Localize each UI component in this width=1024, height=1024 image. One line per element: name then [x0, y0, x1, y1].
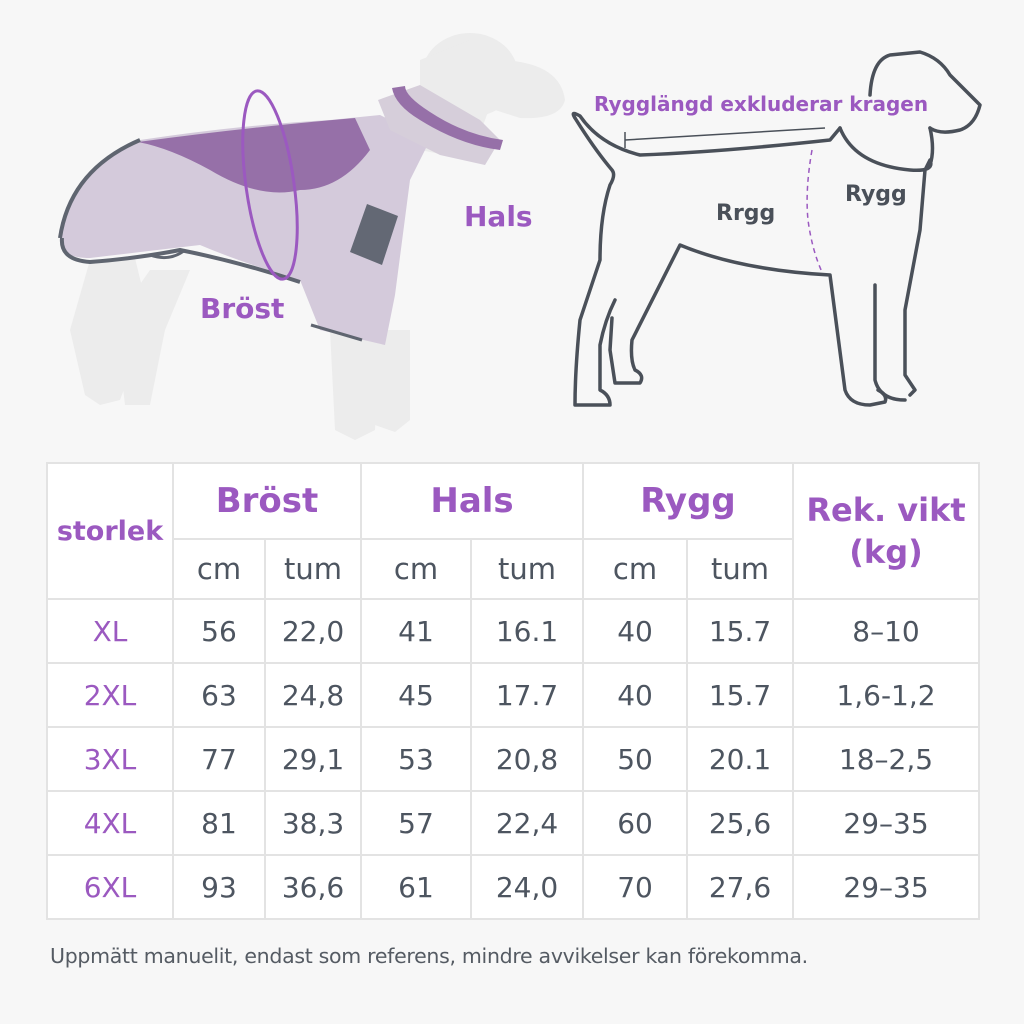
chest-cm-cell: 77: [172, 726, 266, 792]
weight-cell: 8–10: [792, 598, 981, 664]
size-cell: XL: [46, 598, 174, 664]
chest-cm-cell: 81: [172, 790, 266, 856]
chest-unit-in: tum: [264, 538, 362, 600]
neck-cm-cell: 61: [360, 854, 472, 920]
chest-header: Bröst: [172, 462, 362, 540]
weight-cell: 29–35: [792, 790, 981, 856]
weight-cell: 18–2,5: [792, 726, 981, 792]
back-unit-in: tum: [686, 538, 795, 600]
size-header: storlek: [46, 462, 174, 600]
neck-in-cell: 24,0: [469, 854, 585, 920]
back-length-note: Rygglängd exkluderar kragen: [594, 92, 929, 116]
illustration-area: Hals Bröst Rygglängd exkluderar kragen R…: [0, 0, 1024, 450]
back-unit-cm: cm: [582, 538, 689, 600]
neck-cm-cell: 41: [360, 598, 472, 664]
chest-in-cell: 38,3: [264, 790, 362, 856]
chest-cm-cell: 93: [172, 854, 266, 920]
table-row: 3XL 77 29,1 53 20,8 50 20.1 18–2,5: [46, 726, 981, 792]
neck-in-cell: 17.7: [469, 662, 585, 728]
weight-header-line2: (kg): [849, 533, 923, 571]
neck-cm-cell: 57: [360, 790, 472, 856]
body-label-rrgg: Rrgg: [716, 201, 776, 226]
chest-in-cell: 29,1: [264, 726, 362, 792]
size-cell: 3XL: [46, 726, 174, 792]
back-cm-cell: 40: [582, 662, 689, 728]
dog-outline-illustration: [571, 50, 982, 407]
size-chart-table: storlek Bröst Hals Rygg Rek. vikt (kg) c…: [46, 462, 981, 920]
chest-cm-cell: 56: [172, 598, 266, 664]
neck-header: Hals: [359, 462, 585, 540]
neck-cm-cell: 53: [360, 726, 472, 792]
chest-in-cell: 36,6: [264, 854, 362, 920]
chest-in-cell: 22,0: [264, 598, 362, 664]
back-in-cell: 25,6: [686, 790, 795, 856]
size-cell: 2XL: [46, 662, 174, 728]
table-row: 4XL 81 38,3 57 22,4 60 25,6 29–35: [46, 790, 981, 856]
weight-header: Rek. vikt (kg): [792, 462, 981, 600]
neck-in-cell: 22,4: [469, 790, 585, 856]
body-label-rygg: Rygg: [845, 182, 907, 207]
table-row: 2XL 63 24,8 45 17.7 40 15.7 1,6-1,2: [46, 662, 981, 728]
table-row: XL 56 22,0 41 16.1 40 15.7 8–10: [46, 598, 981, 664]
size-cell: 4XL: [46, 790, 174, 856]
neck-in-cell: 16.1: [469, 598, 585, 664]
back-cm-cell: 50: [582, 726, 689, 792]
back-in-cell: 20.1: [686, 726, 795, 792]
back-cm-cell: 60: [582, 790, 689, 856]
back-in-cell: 27,6: [686, 854, 795, 920]
neck-unit-cm: cm: [360, 538, 472, 600]
neck-cm-cell: 45: [360, 662, 472, 728]
back-cm-cell: 40: [582, 598, 689, 664]
size-cell: 6XL: [46, 854, 174, 920]
neck-unit-in: tum: [469, 538, 585, 600]
neck-label: Hals: [464, 200, 533, 233]
back-cm-cell: 70: [582, 854, 689, 920]
chest-label: Bröst: [200, 292, 285, 325]
table-row: 6XL 93 36,6 61 24,0 70 27,6 29–35: [46, 854, 981, 920]
chest-in-cell: 24,8: [264, 662, 362, 728]
chest-unit-cm: cm: [172, 538, 266, 600]
dog-coat-illustration: [58, 33, 565, 440]
neck-in-cell: 20,8: [469, 726, 585, 792]
weight-cell: 1,6-1,2: [792, 662, 981, 728]
chest-cm-cell: 63: [172, 662, 266, 728]
weight-cell: 29–35: [792, 854, 981, 920]
back-in-cell: 15.7: [686, 662, 795, 728]
measurement-disclaimer: Uppmätt manuelit, endast som referens, m…: [50, 944, 808, 968]
back-header: Rygg: [582, 462, 795, 540]
weight-header-line1: Rek. vikt: [806, 491, 966, 529]
back-in-cell: 15.7: [686, 598, 795, 664]
